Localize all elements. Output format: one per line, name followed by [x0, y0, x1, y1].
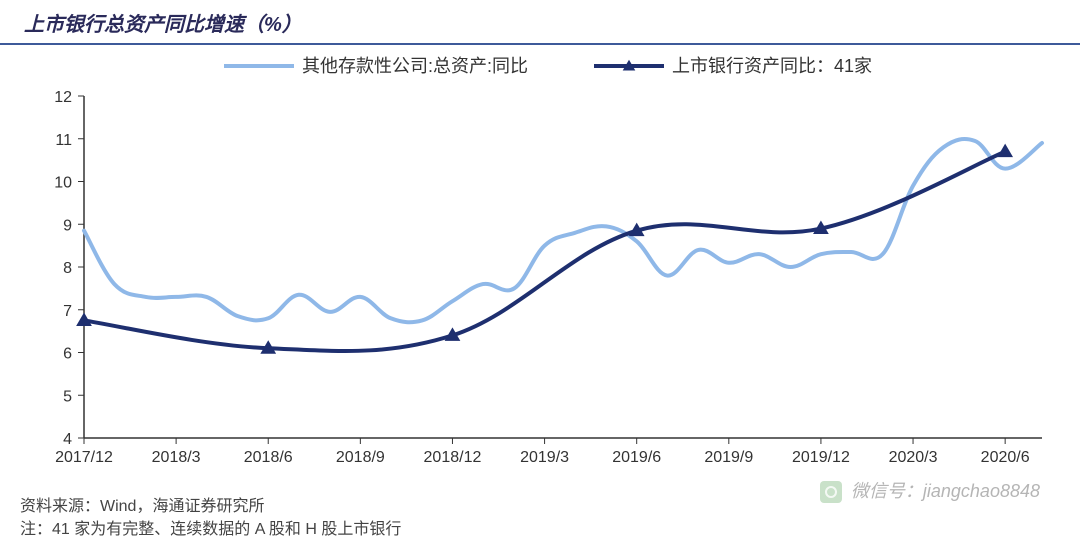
- svg-text:9: 9: [63, 217, 72, 234]
- svg-text:10: 10: [54, 175, 72, 192]
- svg-text:8: 8: [63, 260, 72, 277]
- svg-text:2018/9: 2018/9: [336, 449, 385, 466]
- svg-text:5: 5: [63, 388, 72, 405]
- watermark-text: 微信号：jiangchao8848: [851, 481, 1040, 501]
- svg-text:其他存款性公司:总资产:同比: 其他存款性公司:总资产:同比: [302, 56, 528, 76]
- svg-text:2019/12: 2019/12: [792, 449, 850, 466]
- svg-text:7: 7: [63, 303, 72, 320]
- title-bar: 上市银行总资产同比增速（%）: [0, 0, 1080, 45]
- svg-text:2018/3: 2018/3: [152, 449, 201, 466]
- footer-source: 资料来源：Wind，海通证券研究所: [20, 496, 401, 518]
- footer-note: 注：41 家为有完整、连续数据的 A 股和 H 股上市银行: [20, 519, 401, 541]
- chart-area: 4 5 6 7 8 9 10 11 12 2017/12 2018/3 2018/6 2018/9 201…: [20, 46, 1060, 476]
- watermark: 微信号：jiangchao8848: [820, 477, 1040, 503]
- svg-text:2020/3: 2020/3: [889, 449, 938, 466]
- svg-text:上市银行资产同比：41家: 上市银行资产同比：41家: [672, 56, 872, 76]
- footer: 资料来源：Wind，海通证券研究所 注：41 家为有完整、连续数据的 A 股和 …: [20, 496, 401, 541]
- svg-text:2020/6: 2020/6: [981, 449, 1030, 466]
- svg-text:2019/9: 2019/9: [704, 449, 753, 466]
- svg-text:2017/12: 2017/12: [55, 449, 113, 466]
- svg-text:2018/6: 2018/6: [244, 449, 293, 466]
- svg-text:2019/3: 2019/3: [520, 449, 569, 466]
- svg-text:4: 4: [63, 431, 72, 448]
- svg-text:6: 6: [63, 346, 72, 363]
- chart-title: 上市银行总资产同比增速（%）: [24, 14, 302, 36]
- svg-text:11: 11: [55, 132, 72, 149]
- chart-svg: 4 5 6 7 8 9 10 11 12 2017/12 2018/3 2018/6 2018/9 201…: [20, 46, 1060, 476]
- svg-text:12: 12: [54, 89, 72, 106]
- svg-text:2018/12: 2018/12: [424, 449, 482, 466]
- chart-container: 上市银行总资产同比增速（%） 4 5 6 7 8 9 10 11 12 2017/12 2018/3…: [0, 0, 1080, 549]
- svg-text:2019/6: 2019/6: [612, 449, 661, 466]
- wechat-icon: [820, 481, 842, 503]
